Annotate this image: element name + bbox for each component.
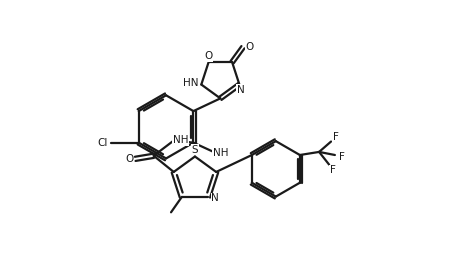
Text: N: N — [237, 85, 244, 95]
Text: HN: HN — [183, 78, 198, 88]
Text: O: O — [245, 42, 253, 52]
Text: O: O — [204, 51, 213, 61]
Text: S: S — [191, 145, 198, 155]
Text: NH: NH — [173, 135, 188, 145]
Text: F: F — [333, 132, 339, 142]
Text: NH: NH — [213, 148, 228, 158]
Text: F: F — [329, 165, 335, 175]
Text: F: F — [339, 151, 345, 162]
Text: Cl: Cl — [97, 138, 108, 148]
Text: O: O — [125, 154, 133, 164]
Text: N: N — [211, 193, 219, 203]
